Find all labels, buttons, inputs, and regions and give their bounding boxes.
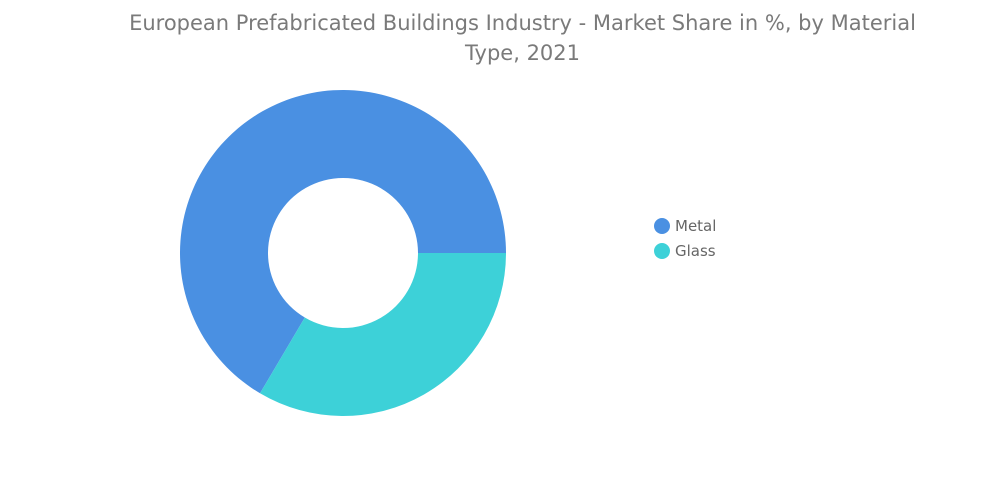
legend: Metal Glass — [654, 217, 716, 260]
legend-label-glass: Glass — [675, 242, 716, 260]
slice-metal — [179, 89, 507, 394]
donut-slices — [179, 89, 507, 416]
legend-label-metal: Metal — [675, 217, 716, 235]
legend-marker-glass — [654, 243, 670, 259]
chart-title: European Prefabricated Buildings Industr… — [129, 11, 916, 65]
legend-marker-metal — [654, 218, 670, 234]
slice-glass — [260, 253, 506, 416]
